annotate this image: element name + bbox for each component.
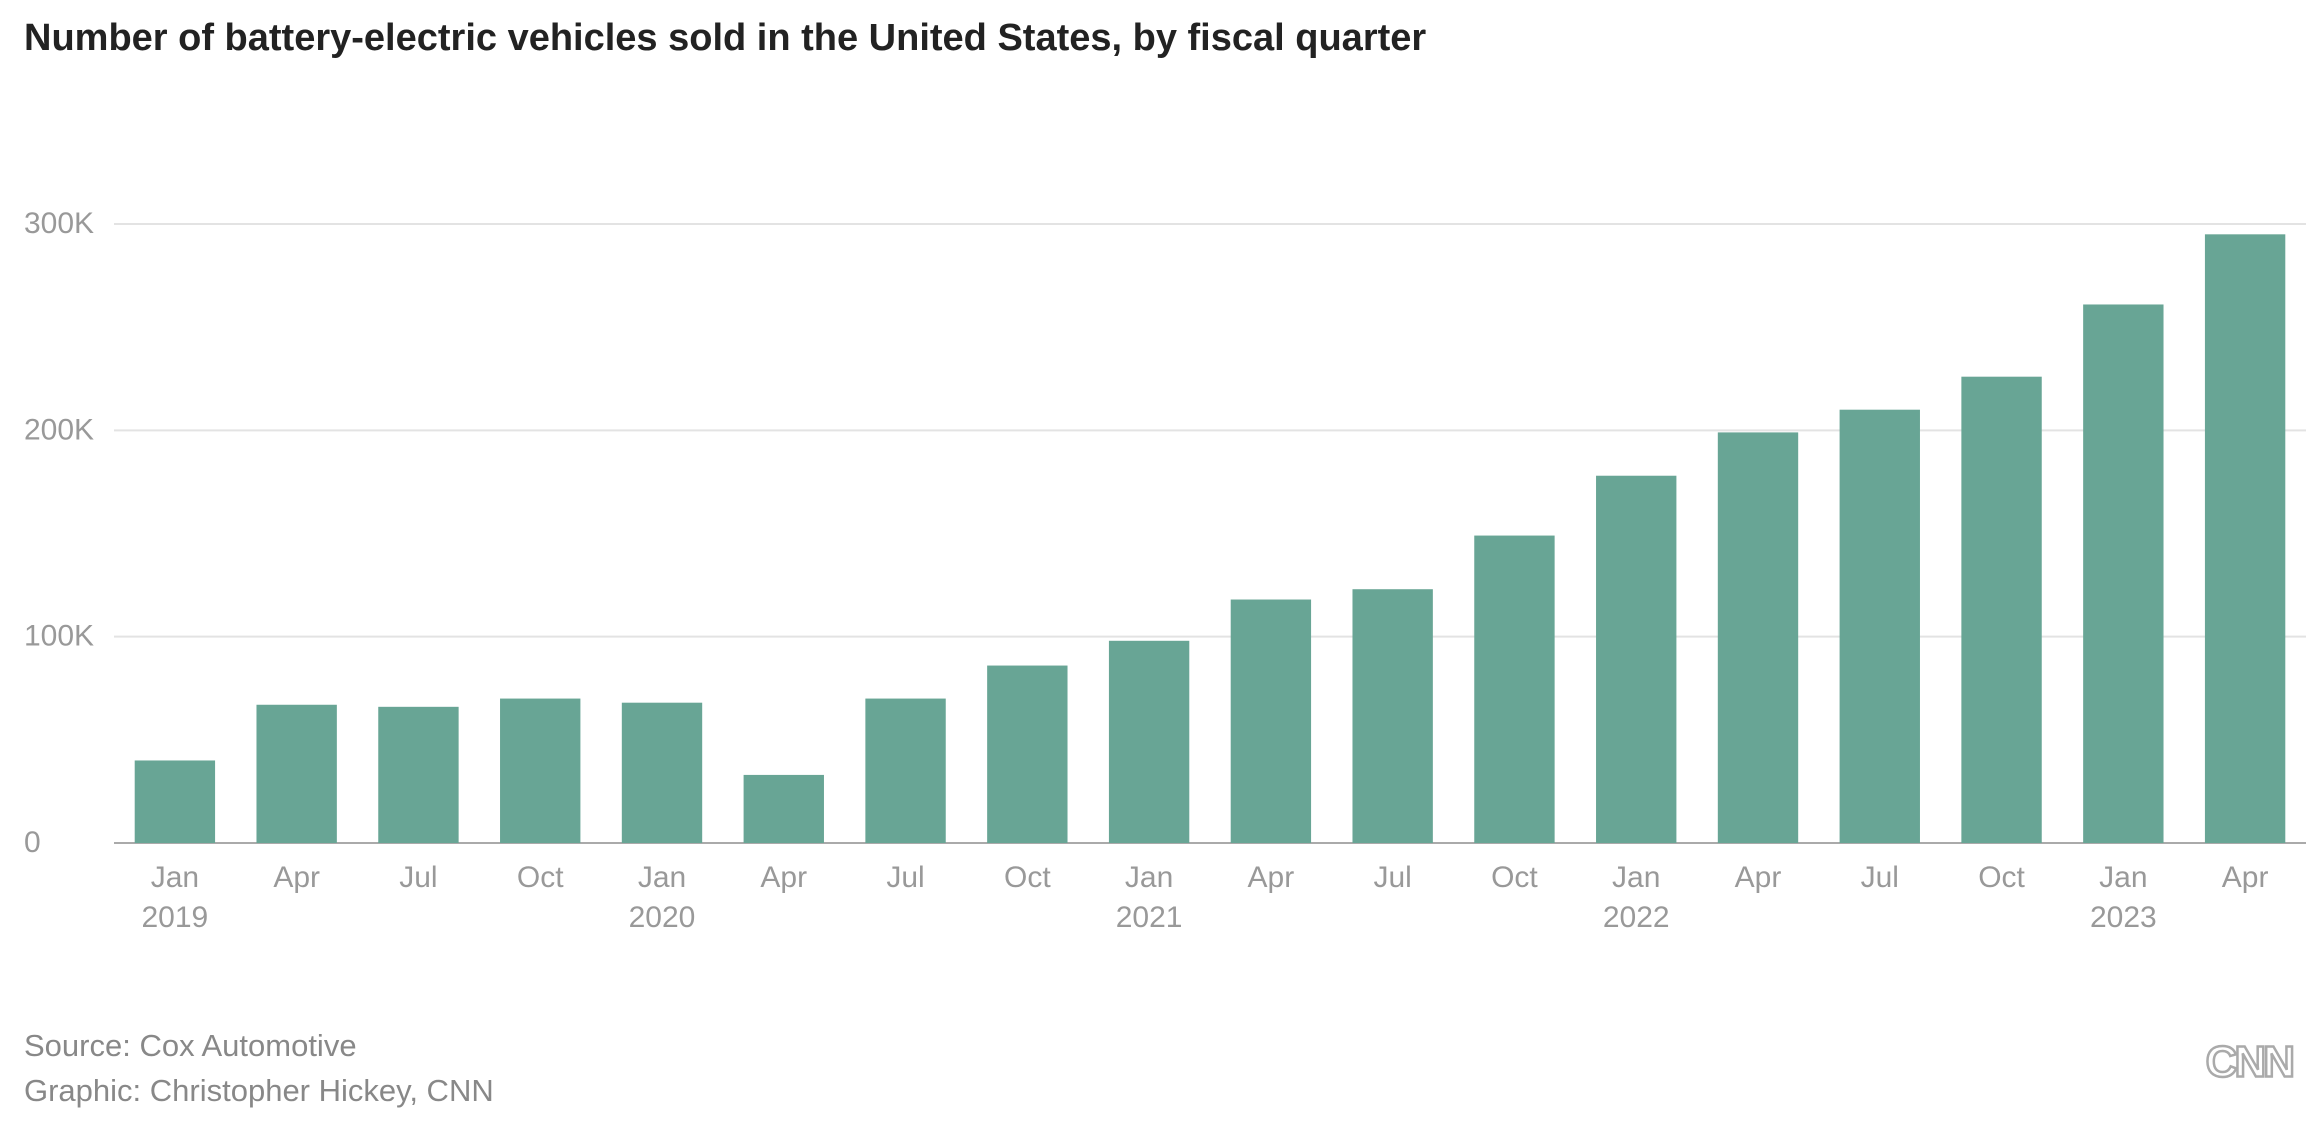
bar (134, 760, 216, 843)
bar (2204, 234, 2286, 844)
y-tick-label: 0 (24, 826, 41, 859)
bar (1717, 432, 1799, 843)
x-tick-label: Jul (1861, 861, 1899, 894)
logo: CNN (2206, 1038, 2293, 1087)
bar (1961, 376, 2042, 843)
bar (1839, 409, 1920, 843)
bar (621, 702, 703, 843)
chart-title: Number of battery-electric vehicles sold… (24, 17, 1426, 59)
x-tick-label: Oct (1978, 861, 2025, 894)
x-tick-label: Oct (517, 861, 564, 894)
x-tick-label: Apr (760, 861, 807, 894)
x-tick-label: Apr (1248, 861, 1295, 894)
x-tick-label: Apr (1735, 861, 1782, 894)
y-tick-label: 200K (24, 413, 94, 446)
bar (256, 704, 337, 843)
x-tick-label: Oct (1491, 861, 1538, 894)
bar (1474, 535, 1555, 843)
source: Source: Cox Automotive (24, 1028, 357, 1063)
bar (743, 774, 824, 843)
bar (865, 698, 946, 843)
bar (1596, 475, 1677, 843)
x-tick-label: Apr (273, 861, 320, 894)
y-tick-label: 300K (24, 207, 94, 240)
bar (500, 698, 581, 843)
x-tick-label: Jan 2019 (142, 861, 209, 934)
x-tick-label: Jul (886, 861, 924, 894)
bar (1230, 599, 1312, 843)
x-tick-label: Jul (399, 861, 437, 894)
bar (987, 665, 1068, 843)
bar (1108, 640, 1190, 843)
credit: Graphic: Christopher Hickey, CNN (24, 1073, 494, 1108)
y-tick-label: 100K (24, 620, 94, 653)
x-tick-label: Jan 2022 (1603, 861, 1670, 934)
bar (1352, 589, 1433, 843)
x-tick-label: Apr (2222, 861, 2269, 894)
x-tick-label: Jan 2023 (2090, 861, 2157, 934)
x-tick-label: Jul (1373, 861, 1411, 894)
x-tick-label: Jan 2020 (629, 861, 696, 934)
x-tick-label: Jan 2021 (1116, 861, 1183, 934)
bar (2083, 304, 2164, 844)
bar (378, 706, 459, 843)
x-tick-label: Oct (1004, 861, 1051, 894)
